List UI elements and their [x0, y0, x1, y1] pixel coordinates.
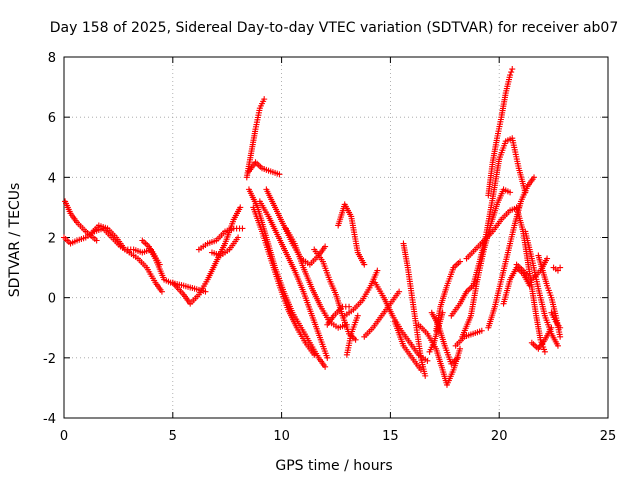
series-markers: [550, 264, 564, 274]
y-axis-label: SDTVAR / TECUs: [7, 183, 23, 298]
series-trace-7: [208, 234, 242, 259]
series-trace-25: [426, 309, 446, 355]
x-tick-label: 5: [169, 429, 177, 444]
series-trace-30: [485, 66, 516, 199]
x-tick-label: 10: [273, 429, 290, 444]
series-markers: [343, 312, 361, 358]
series-markers: [245, 159, 283, 178]
series-markers: [195, 225, 246, 253]
series-markers: [256, 198, 331, 361]
data-points: [61, 66, 564, 388]
series-trace-14: [282, 225, 350, 331]
series-trace-39: [528, 324, 555, 352]
series-markers: [250, 204, 318, 358]
series-markers: [62, 198, 100, 244]
x-axis-label: GPS time / hours: [275, 458, 392, 474]
chart-title: Day 158 of 2025, Sidereal Day-to-day VTE…: [50, 20, 619, 36]
series-markers: [485, 66, 516, 199]
series-trace-36: [522, 228, 561, 349]
x-tick-label: 20: [491, 429, 508, 444]
series-markers: [452, 327, 485, 349]
series-trace-41: [324, 303, 353, 328]
series-trace-17: [341, 267, 381, 319]
tick-labels: 0 5 10 15 20 25 -4 -2 0 2 4 6 8: [43, 51, 616, 444]
series-trace-5: [169, 204, 244, 307]
series-trace-11: [250, 204, 318, 358]
series-markers: [208, 234, 242, 259]
series-markers: [433, 258, 464, 334]
series-markers: [426, 309, 446, 355]
series-trace-6: [195, 225, 246, 253]
series-markers: [463, 204, 522, 262]
series-trace-12: [256, 198, 331, 361]
series-markers: [548, 309, 564, 331]
x-tick-label: 15: [382, 429, 399, 444]
series-trace-2: [62, 198, 100, 244]
series-markers: [243, 96, 268, 181]
x-tick-label: 25: [600, 429, 617, 444]
series-trace-24: [433, 258, 464, 334]
series-markers: [169, 204, 244, 307]
series-markers: [324, 303, 353, 328]
series-markers: [522, 228, 561, 349]
series-trace-8: [243, 96, 268, 181]
series-trace-20: [400, 240, 429, 379]
y-tick-label: 0: [48, 292, 56, 307]
series-trace-33: [500, 264, 533, 307]
y-tick-label: 6: [48, 111, 56, 126]
series-markers: [391, 318, 424, 373]
series-markers: [528, 324, 555, 352]
series-trace-21: [391, 318, 424, 373]
series-trace-27: [452, 327, 485, 349]
series-trace-38: [548, 309, 564, 331]
y-tick-label: 4: [48, 171, 56, 186]
series-markers: [282, 225, 350, 331]
series-trace-16: [335, 201, 368, 268]
axis-ticks: [63, 56, 609, 419]
y-tick-label: -4: [43, 412, 56, 427]
series-markers: [500, 264, 533, 307]
series-trace-9: [245, 159, 283, 178]
y-tick-label: 8: [48, 51, 56, 66]
series-markers: [335, 201, 368, 268]
series-trace-40: [550, 264, 564, 274]
series-markers: [341, 267, 381, 319]
series-markers: [400, 240, 429, 379]
x-tick-label: 0: [60, 429, 68, 444]
y-tick-label: 2: [48, 232, 56, 247]
y-tick-label: -2: [43, 352, 56, 367]
series-trace-31: [463, 204, 522, 262]
series-trace-42: [343, 312, 361, 358]
